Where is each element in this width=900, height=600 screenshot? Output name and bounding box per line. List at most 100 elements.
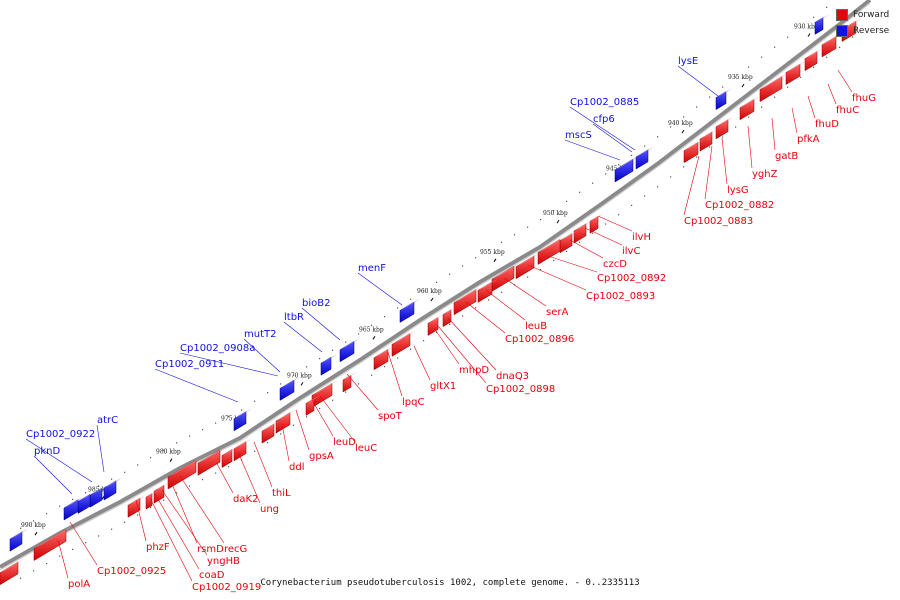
gene-label: fhuG — [852, 93, 876, 104]
minor-tick — [423, 340, 425, 342]
leader-line — [346, 373, 379, 411]
leader-line — [837, 69, 853, 93]
forward-gene — [311, 380, 338, 408]
forward-gene — [427, 314, 444, 336]
legend-forward-label: Forward — [853, 10, 890, 20]
gene-label: Cp1002_0882 — [705, 200, 774, 211]
gene-label: leuB — [525, 321, 547, 332]
forward-gene — [275, 409, 296, 434]
gene-label: bioB2 — [302, 298, 330, 309]
gene-label: Cp1002_0911 — [155, 359, 224, 370]
reverse-gene — [320, 354, 337, 376]
legend-reverse: Reverse — [836, 24, 898, 38]
gene-label: lpqC — [402, 397, 424, 408]
gene-label: daK2 — [233, 494, 258, 505]
gene-label: rsmD — [197, 544, 224, 555]
gene-label: Cp1002_0925 — [97, 566, 166, 577]
leader-line — [569, 239, 604, 259]
minor-tick — [423, 290, 425, 292]
forward-gene — [453, 286, 482, 316]
gene-label: mhpD — [459, 365, 489, 376]
leader-line — [215, 461, 234, 494]
minor-tick — [696, 106, 698, 108]
minor-tick — [85, 492, 87, 494]
legend-reverse-label: Reverse — [853, 26, 890, 36]
backbone — [0, 0, 872, 571]
minor-tick — [813, 16, 815, 18]
minor-tick — [111, 478, 113, 480]
forward-gene — [589, 213, 604, 234]
leader-line — [33, 455, 73, 495]
minor-tick — [176, 492, 178, 494]
minor-tick — [540, 219, 542, 221]
minor-tick — [46, 562, 48, 565]
gene-label: fhuC — [836, 105, 859, 116]
tick-label: 980 kbp — [156, 449, 181, 456]
minor-tick — [280, 383, 282, 385]
minor-tick — [670, 176, 672, 178]
forward-gene — [197, 447, 226, 476]
minor-tick — [332, 399, 334, 401]
minor-tick — [787, 86, 789, 88]
leader-line — [135, 499, 147, 542]
minor-tick — [501, 241, 503, 243]
gene-label: leuC — [355, 443, 377, 454]
minor-tick — [46, 512, 48, 515]
minor-tick — [748, 116, 750, 118]
minor-tick — [813, 66, 815, 68]
legend: Forward Reverse — [836, 8, 898, 40]
leader-line — [503, 277, 547, 307]
leader-line — [171, 483, 198, 544]
minor-tick — [670, 126, 672, 128]
gene-label: ddl — [289, 462, 304, 473]
forward-gene — [537, 236, 566, 265]
leader-line — [485, 289, 526, 321]
forward-gene — [739, 96, 760, 121]
forward-gene — [261, 420, 280, 444]
minor-tick — [306, 416, 308, 418]
tick-label: 990 kbp — [21, 522, 46, 529]
tick-label: 960 kbp — [417, 288, 442, 295]
leader-line — [437, 325, 487, 384]
tick-label: 975 kbp — [221, 416, 246, 423]
gene-label: lysG — [727, 185, 749, 196]
gene-label: yghZ — [752, 169, 778, 180]
gene-label: yngHB — [207, 556, 240, 567]
minor-tick — [839, 46, 841, 48]
leader-line — [547, 255, 598, 273]
minor-tick — [371, 324, 373, 326]
tick-mark — [430, 297, 434, 302]
forward-gene — [33, 526, 72, 561]
gene-label: czcD — [603, 259, 627, 270]
minor-tick — [449, 323, 451, 325]
minor-tick — [215, 472, 217, 474]
gene-label: serA — [546, 307, 568, 318]
minor-tick — [566, 200, 568, 202]
leader-line — [154, 368, 239, 403]
reverse-gene — [635, 146, 654, 170]
gene-features — [0, 14, 862, 585]
minor-tick — [826, 6, 828, 8]
minor-tick — [345, 391, 347, 393]
forward-swatch — [836, 9, 848, 21]
tick-mark — [681, 129, 685, 134]
reverse-gene — [399, 299, 420, 323]
tick-label: 940 kbp — [668, 120, 693, 127]
minor-tick — [228, 416, 230, 418]
reverse-gene — [233, 408, 252, 432]
gene-label: Cp1002_0922 — [26, 429, 95, 440]
minor-tick — [72, 498, 74, 500]
leader-line — [791, 107, 798, 134]
minor-tick — [657, 136, 659, 138]
leader-line — [704, 145, 713, 200]
gene-label: Cp1002_0883 — [684, 216, 753, 227]
minor-tick — [436, 281, 438, 284]
minor-tick — [436, 331, 438, 334]
legend-forward: Forward — [836, 8, 898, 22]
gene-label: recG — [224, 544, 247, 555]
tick-mark — [300, 382, 304, 386]
leader-line — [161, 489, 208, 556]
tick-mark — [807, 33, 811, 37]
minor-tick — [722, 136, 724, 138]
